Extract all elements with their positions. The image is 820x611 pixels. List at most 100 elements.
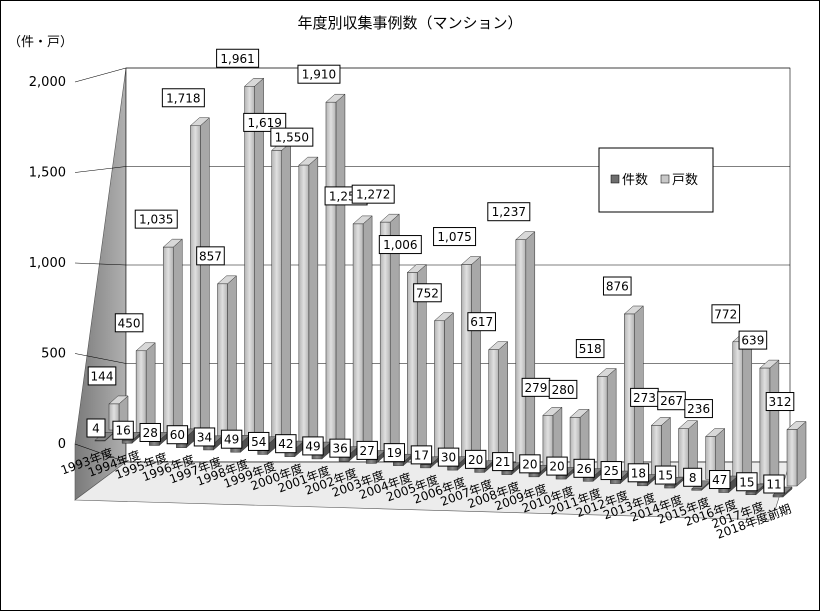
data-label-kensu-text: 20 [549, 460, 564, 474]
bar-kosu-side [444, 312, 454, 458]
gridline-side [74, 67, 127, 83]
data-label-kensu-text: 20 [468, 453, 483, 467]
data-label-kensu: 28 [139, 422, 161, 442]
data-label-kosu: 280 [548, 379, 578, 399]
data-label-kensu-box [275, 434, 297, 454]
data-label-kosu-text: 273 [633, 391, 656, 405]
data-label-kensu: 19 [383, 443, 406, 463]
bar-kosu-side [498, 341, 508, 462]
legend: 件数 戸数 [598, 147, 714, 213]
y-tick-label: 500 [41, 347, 66, 362]
data-label-kensu-text: 19 [387, 446, 402, 460]
bar-kosu [596, 376, 608, 471]
data-label-kosu-text: 752 [416, 286, 439, 300]
data-label-kensu: 17 [410, 445, 433, 465]
data-label-kensu-text: 21 [495, 455, 510, 469]
data-label-kosu: 144 [87, 366, 117, 386]
data-label-kensu: 20 [464, 449, 487, 469]
y-tick-label: 1,500 [29, 166, 66, 181]
data-label-kosu: 279 [521, 377, 551, 397]
data-label-kensu-box [573, 458, 595, 478]
data-label-kosu-box [548, 379, 578, 399]
data-label-kensu: 27 [356, 440, 378, 460]
data-label-kensu-box [139, 422, 161, 442]
bar-kosu [461, 264, 472, 460]
data-label-kosu: 752 [413, 283, 442, 303]
bar-kensu [745, 491, 757, 496]
bar-kensu [691, 488, 702, 491]
data-label-kosu-text: 236 [687, 402, 710, 416]
data-label-kosu-text: 857 [199, 249, 222, 263]
bar-kosu [298, 164, 310, 446]
data-label-kensu-text: 30 [441, 451, 456, 465]
bar-kosu [325, 101, 337, 449]
bar-kensu [555, 475, 567, 480]
data-label-kensu-box [193, 427, 216, 447]
data-label-kensu-box [248, 431, 270, 451]
bar-kosu-side [200, 117, 210, 438]
data-label-kensu: 11 [763, 474, 785, 494]
data-label-kosu-box [378, 235, 422, 255]
data-label-kosu-box [684, 399, 713, 419]
data-label-kosu-text: 1,718 [166, 91, 200, 105]
data-label-kosu: 273 [630, 387, 659, 407]
bar-kensu [94, 440, 106, 442]
data-label-kosu-text: 1,006 [383, 238, 417, 252]
data-label-kosu-box [196, 246, 225, 266]
bar-kosu [379, 221, 391, 453]
legend-label-kosu: 戸数 [672, 173, 698, 188]
data-label-kosu-text: 144 [91, 369, 114, 383]
data-label-kensu-text: 49 [305, 439, 320, 453]
bar-kosu-side [796, 420, 807, 487]
data-label-kosu-box [161, 88, 205, 108]
data-label-kensu: 49 [220, 429, 243, 449]
data-label-kosu: 857 [196, 246, 225, 266]
y-tick-label: 0 [58, 437, 66, 452]
data-label-kosu: 772 [711, 304, 741, 324]
bar-kosu-side [471, 255, 481, 460]
data-label-kosu-box [297, 64, 341, 84]
data-label-kensu: 15 [736, 472, 758, 492]
data-label-kensu-text: 15 [658, 469, 673, 483]
bar-kosu-side [172, 238, 183, 436]
data-label-kosu-text: 267 [660, 394, 683, 408]
data-label-kensu: 60 [166, 425, 189, 445]
data-label-kosu: 518 [575, 339, 605, 359]
data-label-kensu-box [166, 425, 189, 445]
data-label-kensu-box [220, 429, 243, 449]
data-label-kensu-text: 11 [766, 478, 781, 492]
data-label-kosu: 1,961 [216, 48, 260, 68]
data-label-kosu-text: 280 [552, 383, 575, 397]
bar-kosu [190, 125, 201, 437]
data-label-kensu: 8 [683, 467, 703, 487]
data-label-kensu-text: 36 [332, 442, 347, 456]
data-label-kensu-box [112, 420, 134, 440]
bar-kosu [135, 350, 147, 433]
data-label-kensu-box [736, 472, 758, 492]
bar-kensu [528, 472, 540, 478]
bar-kosu-side [769, 359, 780, 485]
data-label-kosu-box [711, 304, 741, 324]
data-label-kosu-box [487, 202, 531, 222]
data-label-kosu: 1,006 [378, 235, 422, 255]
data-label-kosu-box [738, 330, 768, 350]
data-label-kosu-box [243, 112, 287, 132]
data-label-kosu-text: 518 [579, 342, 602, 356]
data-label-kosu: 450 [114, 313, 144, 333]
data-label-kensu-text: 60 [170, 428, 185, 442]
data-label-kosu: 1,718 [161, 88, 205, 108]
data-label-kosu-box [87, 366, 117, 386]
data-label-kosu-text: 1,961 [220, 52, 254, 66]
data-label-kensu-text: 42 [278, 437, 293, 451]
data-label-kosu-text: 1,910 [302, 68, 336, 82]
data-label-kosu: 1,550 [270, 127, 314, 147]
bar-kensu [420, 464, 431, 469]
data-label-kensu-box [546, 456, 568, 476]
data-label-kosu: 617 [467, 312, 496, 332]
data-label-kensu-text: 49 [224, 433, 239, 447]
bar-kensu [637, 482, 648, 487]
data-label-kosu-text: 876 [606, 280, 629, 294]
data-label-kosu: 1,910 [297, 64, 341, 84]
bar-kosu-side [335, 93, 346, 449]
data-label-kensu-box [383, 443, 406, 463]
